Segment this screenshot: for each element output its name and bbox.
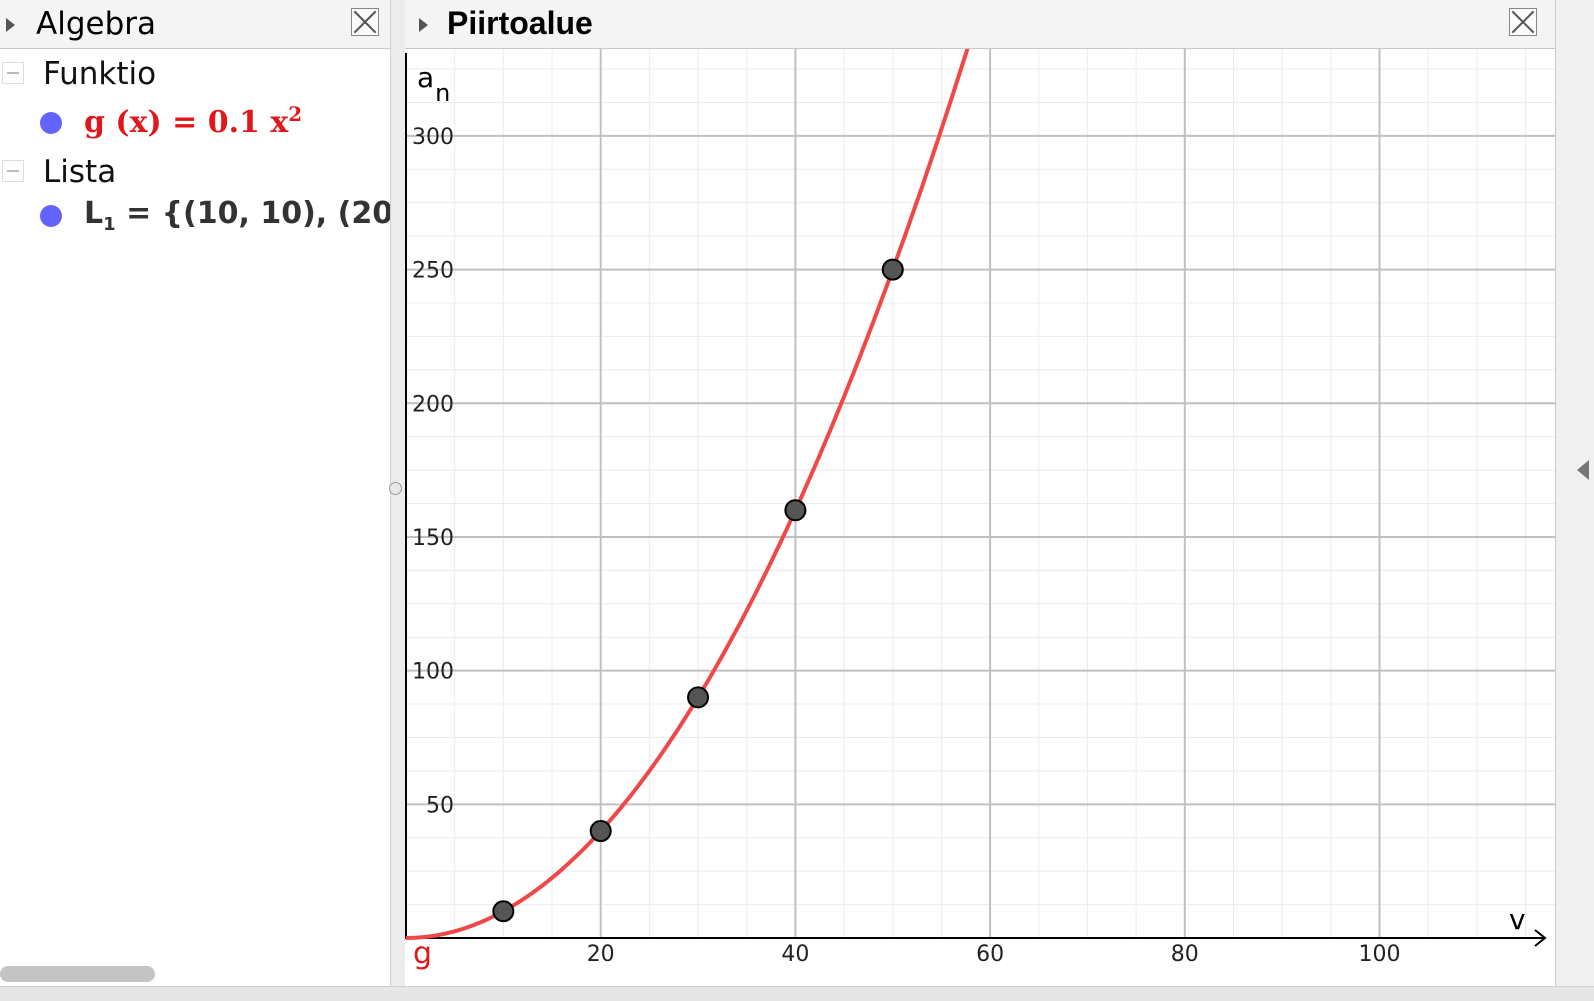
list-points xyxy=(492,258,904,923)
bottom-input-bar xyxy=(0,986,1594,1001)
y-tick-label: 250 xyxy=(412,259,454,284)
close-algebra-icon[interactable] xyxy=(351,8,379,36)
algebra-header: Algebra xyxy=(0,0,390,49)
y-tick-label: 200 xyxy=(412,392,454,417)
graphics-canvas[interactable]: 20 40 60 80 100 50 100 150 200 250 300 v an g xyxy=(405,49,1555,985)
right-side-bar xyxy=(1555,0,1594,1000)
x-axis-arrow-icon xyxy=(1534,929,1547,947)
list-point xyxy=(687,686,710,709)
function-g-label[interactable]: g xyxy=(413,936,432,971)
algebra-view: Algebra Funktio g (x) = 0.1 x2 Lista L1 … xyxy=(0,0,405,1000)
category-funktio: Funktio xyxy=(43,56,157,92)
function-g-row[interactable]: g (x) = 0.1 x2 xyxy=(84,102,302,140)
visibility-toggle-l1[interactable] xyxy=(40,205,62,227)
collapse-lista-icon[interactable] xyxy=(2,160,24,182)
major-grid xyxy=(405,49,1555,938)
splitter-handle[interactable] xyxy=(389,482,402,495)
x-tick-label: 80 xyxy=(1171,942,1199,967)
x-tick-label: 100 xyxy=(1359,942,1401,967)
list-point xyxy=(492,900,515,923)
graphics-header: Piirtoalue xyxy=(405,0,1555,49)
algebra-horizontal-scrollbar[interactable] xyxy=(0,966,155,982)
x-axis-label: v xyxy=(1509,903,1526,936)
y-axis-label: an xyxy=(417,61,450,107)
category-lista: Lista xyxy=(43,154,117,190)
function-g-exponent: 2 xyxy=(288,102,303,126)
axes xyxy=(405,53,1547,947)
graphics-title: Piirtoalue xyxy=(447,5,593,41)
x-tick-label: 20 xyxy=(587,942,615,967)
panel-splitter[interactable] xyxy=(390,0,405,1000)
algebra-title: Algebra xyxy=(36,6,156,42)
visibility-toggle-g[interactable] xyxy=(40,112,62,134)
list-l1-name: L xyxy=(84,196,104,231)
expand-triangle-icon[interactable] xyxy=(6,18,15,32)
list-l1-subscript: 1 xyxy=(103,214,116,235)
list-point xyxy=(881,258,904,281)
y-tick-label: 100 xyxy=(412,660,454,685)
list-l1-value: = {(10, 10), (20, xyxy=(115,196,405,231)
expand-triangle-icon[interactable] xyxy=(419,18,428,32)
list-point xyxy=(589,820,612,843)
close-graphics-icon[interactable] xyxy=(1509,8,1537,36)
x-tick-label: 40 xyxy=(781,942,809,967)
collapse-panel-arrow-icon[interactable] xyxy=(1577,460,1589,480)
tick-labels: 20 40 60 80 100 50 100 150 200 250 300 xyxy=(412,125,1401,967)
y-tick-label: 50 xyxy=(426,793,454,818)
y-tick-label: 300 xyxy=(412,125,454,150)
list-point xyxy=(784,499,807,522)
minor-grid xyxy=(405,49,1555,938)
collapse-funktio-icon[interactable] xyxy=(2,62,24,84)
y-tick-label: 150 xyxy=(412,526,454,551)
x-tick-label: 60 xyxy=(976,942,1004,967)
list-l1-row[interactable]: L1 = {(10, 10), (20, xyxy=(84,196,405,235)
function-g-text: g (x) = 0.1 x xyxy=(84,105,289,140)
